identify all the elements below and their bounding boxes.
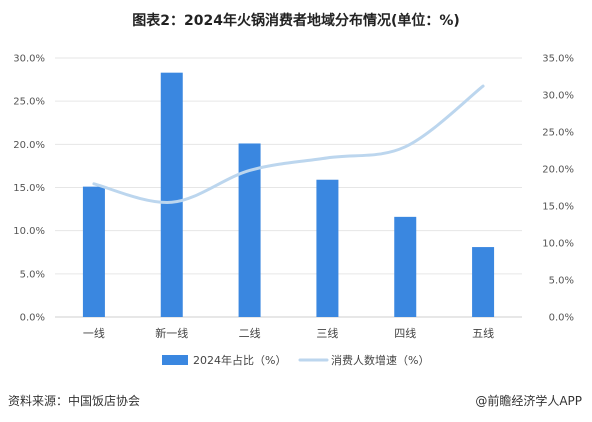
- bar: [316, 179, 339, 317]
- bar: [238, 143, 261, 317]
- y-right-tick-label: 5.0%: [549, 276, 574, 287]
- y-left-tick-label: 25.0%: [13, 97, 45, 108]
- x-category-label: 一线: [83, 326, 105, 340]
- y-right-tick-label: 35.0%: [542, 54, 574, 65]
- y-right-tick-label: 20.0%: [542, 165, 574, 176]
- growth-line: [92, 84, 485, 204]
- legend-bar-swatch: [162, 355, 188, 365]
- x-category-label: 五线: [472, 326, 494, 340]
- bar: [82, 186, 105, 317]
- bar: [472, 247, 495, 317]
- x-category-label: 二线: [239, 326, 261, 340]
- line-series: [92, 84, 485, 204]
- bar: [160, 72, 183, 317]
- y-right-tick-label: 15.0%: [542, 202, 574, 213]
- x-category-label: 新一线: [155, 326, 188, 340]
- x-category-label: 四线: [394, 326, 416, 340]
- y-left-tick-label: 5.0%: [20, 269, 45, 280]
- gridlines: [55, 57, 522, 318]
- y-right-tick-label: 10.0%: [542, 239, 574, 250]
- y-right-tick-label: 0.0%: [549, 313, 574, 324]
- y-left-tick-label: 10.0%: [13, 226, 45, 237]
- source-note: 资料来源：中国饭店协会: [8, 394, 141, 408]
- chart-title: 图表2：2024年火锅消费者地域分布情况(单位：%): [132, 13, 460, 29]
- y-left-tick-label: 0.0%: [20, 313, 45, 324]
- y-right-tick-label: 30.0%: [542, 91, 574, 102]
- y-axis-right: 0.0% 5.0% 10.0% 15.0% 20.0% 25.0% 30.0% 35.0%: [542, 54, 574, 324]
- y-left-tick-label: 15.0%: [13, 183, 45, 194]
- x-axis: 一线 新一线 二线 三线 四线 五线: [83, 326, 494, 340]
- legend-bar-label: 2024年占比（%）: [193, 353, 286, 367]
- bar-series: [82, 72, 495, 317]
- y-left-tick-label: 30.0%: [13, 54, 45, 65]
- y-axis-left: 0.0% 5.0% 10.0% 15.0% 20.0% 25.0% 30.0%: [13, 54, 45, 324]
- y-left-tick-label: 20.0%: [13, 140, 45, 151]
- legend-line-label: 消费人数增速（%）: [331, 353, 429, 367]
- legend: 2024年占比（%） 消费人数增速（%）: [162, 353, 429, 367]
- y-right-tick-label: 25.0%: [542, 128, 574, 139]
- bar: [394, 216, 417, 317]
- x-category-label: 三线: [316, 326, 338, 340]
- brand-note: @前瞻经济学人APP: [475, 394, 582, 408]
